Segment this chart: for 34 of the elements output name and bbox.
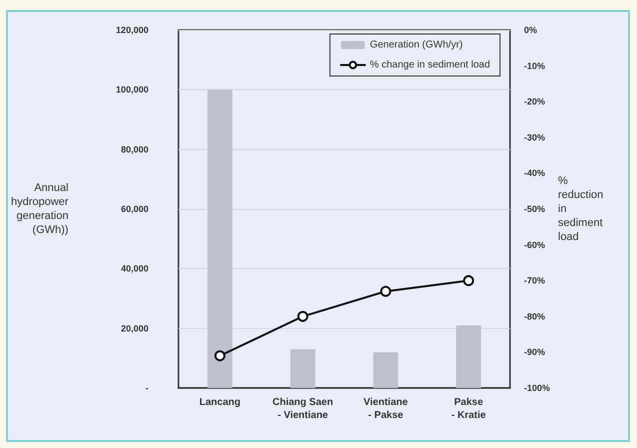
x-tick-label: Pakse - Kratie — [451, 397, 486, 421]
y2-tick-label: -80% — [524, 311, 546, 322]
y-tick-label: 100,000 — [116, 84, 148, 95]
legend-label: % change in sediment load — [370, 60, 490, 70]
y2-tick-label: -10% — [524, 60, 546, 71]
point — [380, 286, 392, 297]
y2-tick-label: -90% — [524, 347, 546, 358]
point — [297, 310, 308, 322]
legend-label: Generation (GWh/yr) — [370, 40, 463, 50]
point — [214, 350, 226, 362]
bar — [373, 352, 398, 388]
bar — [207, 90, 232, 388]
point — [463, 275, 474, 286]
y2-tick-label: -70% — [524, 276, 546, 286]
y2-tick-label: -40% — [524, 168, 546, 178]
y-tick-label: 40,000 — [120, 264, 148, 274]
y-axis-title: Annual hydropower generation (GWh)) — [10, 182, 69, 236]
bar — [456, 325, 481, 388]
y-tick-label: 120,000 — [116, 25, 148, 35]
x-tick-label: Chiang Saen - Vientiane — [272, 397, 334, 421]
x-tick-label: Lancang — [199, 397, 240, 408]
y-tick-label: 20,000 — [120, 323, 148, 334]
y2-tick-label: -20% — [524, 96, 546, 107]
y2-tick-label: -100% — [524, 383, 550, 393]
y-tick-label: 80,000 — [120, 144, 148, 154]
y2-axis-title: % reduction in sediment load — [558, 175, 604, 243]
y-tick-label: 60,000 — [120, 204, 148, 214]
y2-tick-label: -60% — [524, 240, 546, 250]
y2-tick-label: -30% — [524, 132, 546, 142]
bar — [290, 349, 316, 388]
y2-tick-label: 0% — [524, 25, 538, 35]
x-tick-label: Vientiane - Pakse — [364, 397, 408, 421]
y2-tick-label: -50% — [524, 204, 546, 214]
y-tick-label: - — [145, 383, 148, 393]
